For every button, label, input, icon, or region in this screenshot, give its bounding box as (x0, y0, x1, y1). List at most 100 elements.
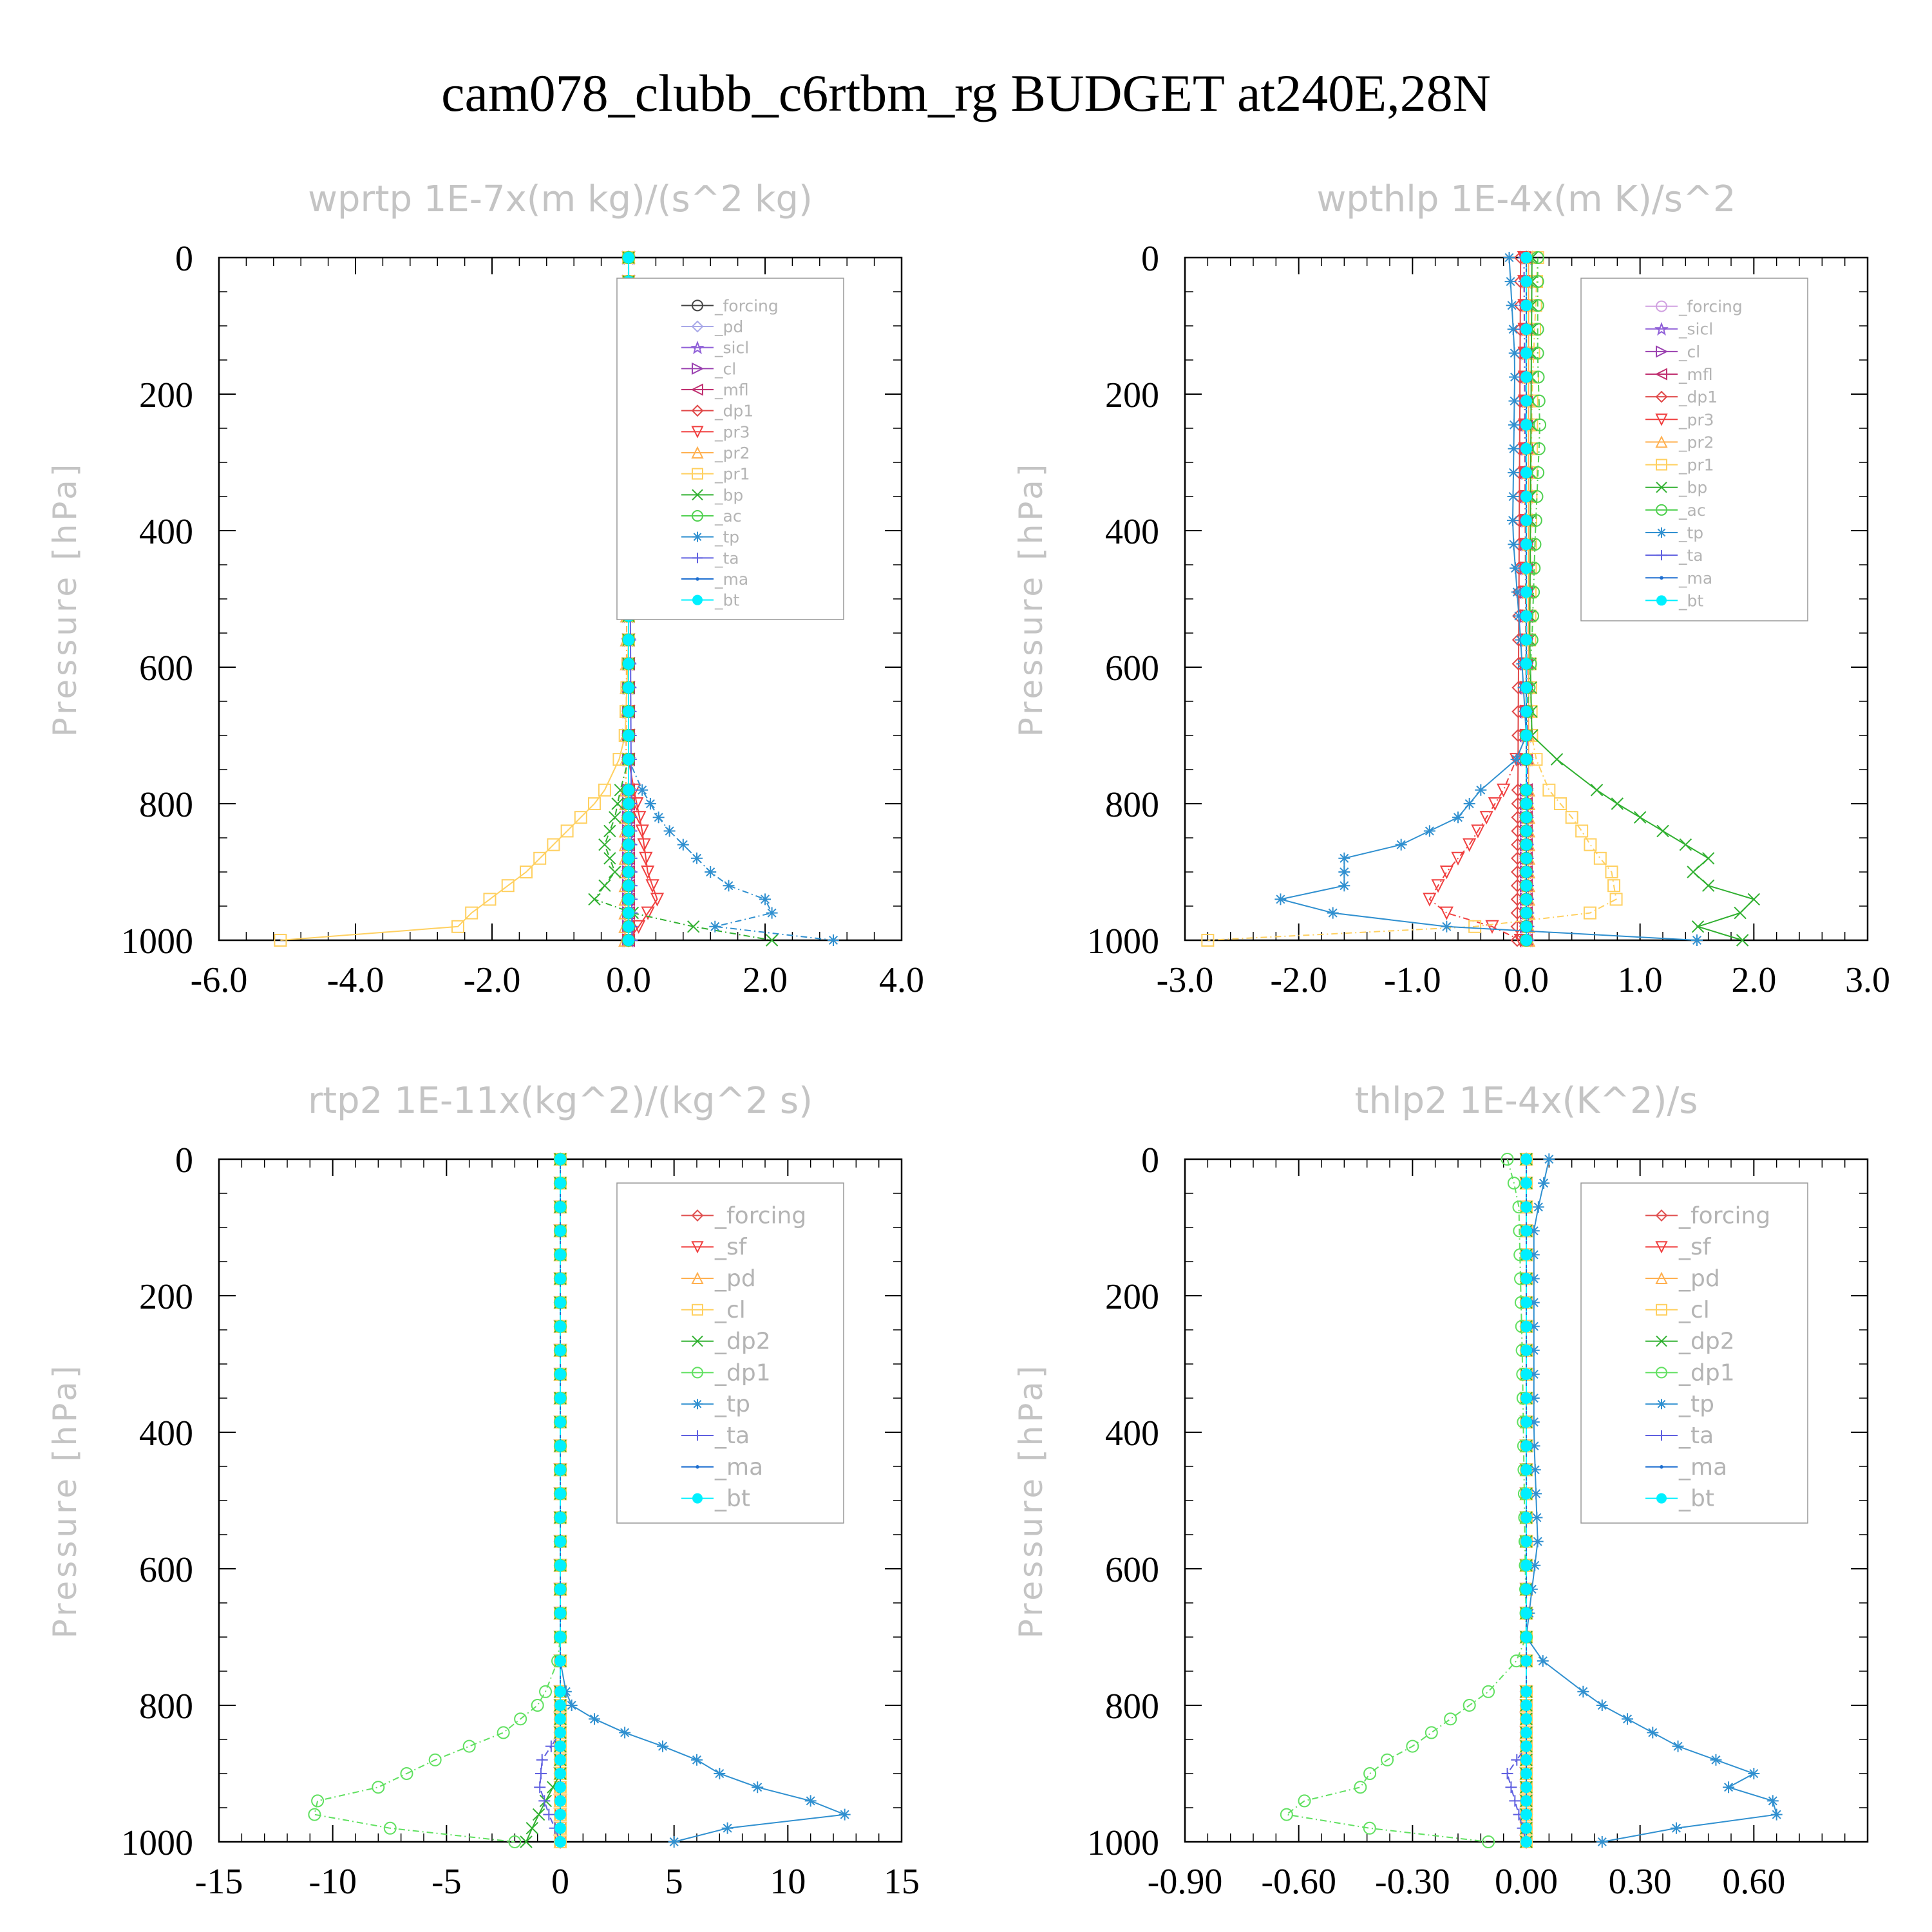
y-tick-label: 0 (1141, 239, 1159, 279)
legend-label: _sicl (1678, 320, 1713, 339)
data-point (1513, 610, 1525, 622)
data-point (1520, 1713, 1532, 1725)
legend-label: _ma (1678, 1454, 1727, 1481)
legend-marker (692, 510, 703, 522)
data-point (1520, 371, 1532, 383)
legend-item: _bt (681, 591, 739, 610)
data-point (1520, 705, 1532, 717)
series-bt (1520, 1153, 1532, 1848)
data-point (554, 1822, 566, 1834)
data-point (554, 1225, 566, 1237)
data-point (1528, 1368, 1540, 1380)
legend-label: _ac (714, 507, 742, 526)
data-point (1511, 586, 1523, 598)
legend-marker (1656, 1303, 1667, 1316)
legend-item: _pr3 (1645, 410, 1714, 429)
data-point (1508, 538, 1520, 551)
x-tick-label: -0.30 (1375, 1862, 1450, 1902)
data-point (554, 1713, 566, 1725)
data-point (644, 798, 656, 810)
data-point (520, 1835, 533, 1848)
data-point (554, 1249, 566, 1261)
legend-item: _forcing (681, 296, 779, 315)
data-point (1423, 893, 1437, 907)
legend-marker (692, 1303, 703, 1316)
panel-title: rtp2 1E-11x(kg^2)/(kg^2 s) (308, 1080, 813, 1122)
y-tick-label: 200 (1105, 375, 1159, 415)
data-point (554, 1177, 566, 1189)
data-point (598, 879, 611, 892)
y-tick-label: 200 (139, 1277, 193, 1317)
panel-title: wprtp 1E-7x(m kg)/(s^2 kg) (308, 178, 813, 220)
data-point (535, 1768, 547, 1779)
series-line (280, 258, 629, 941)
y-tick-label: 1000 (121, 1823, 193, 1863)
legend-item: _cl (1645, 1297, 1710, 1323)
legend-item: _ac (1645, 501, 1706, 520)
legend-marker (1654, 368, 1667, 381)
series-line (1529, 257, 1756, 941)
data-point (1575, 824, 1589, 838)
data-point (554, 1808, 566, 1821)
data-point (1633, 811, 1647, 824)
legend-marker (692, 468, 703, 480)
data-point (1584, 838, 1597, 851)
legend-item: _mfl (1645, 365, 1713, 384)
data-point (623, 730, 634, 741)
panels-group: wprtp 1E-7x(m kg)/(s^2 kg) Pressure [hPa]… (46, 178, 1890, 1902)
legend-item: _tp (681, 1391, 750, 1417)
legend-marker (692, 594, 703, 605)
y-tick-label: 600 (139, 649, 193, 688)
legend-item: _bt (681, 1486, 750, 1512)
legend-item: _bp (681, 486, 743, 504)
data-point (1475, 784, 1487, 796)
data-point (1701, 852, 1715, 865)
legend-item: _dp2 (681, 1329, 771, 1355)
data-point (623, 825, 634, 837)
legend-label: _forcing (1678, 1202, 1770, 1229)
series-line (1285, 1159, 1528, 1842)
data-point (1520, 1535, 1532, 1548)
data-point (804, 1795, 817, 1807)
data-point (462, 1739, 476, 1753)
data-point (652, 811, 665, 824)
x-tick-label: 0 (551, 1862, 569, 1902)
x-tick-label: -10 (308, 1862, 357, 1902)
data-point (1520, 1740, 1532, 1752)
data-point (508, 1835, 522, 1848)
legend-marker (1656, 1399, 1667, 1410)
data-point (1520, 1201, 1532, 1213)
data-point (1520, 852, 1532, 864)
legend-label: _pr2 (714, 444, 750, 462)
legend-marker (696, 1465, 699, 1469)
data-point (565, 1700, 578, 1711)
data-point (560, 824, 574, 838)
data-point (691, 852, 703, 864)
data-point (623, 753, 634, 766)
data-point (1520, 681, 1532, 694)
data-point (1503, 252, 1515, 263)
data-point (554, 1700, 566, 1711)
data-point (705, 866, 717, 878)
data-point (1479, 811, 1493, 825)
y-tick-label: 800 (1105, 1687, 1159, 1727)
panel-title: thlp2 1E-4x(K^2)/s (1355, 1080, 1698, 1122)
data-point (1509, 1795, 1521, 1807)
legend-marker (692, 1430, 703, 1441)
data-point (554, 1153, 566, 1165)
data-point (554, 1488, 566, 1500)
data-point (1482, 1685, 1495, 1698)
legend: _forcing _pd _sicl _cl _mfl _dp1_pr3 _pr2 _pr1 _… (616, 278, 844, 620)
legend-marker (1655, 390, 1668, 403)
legend-label: _bt (714, 591, 739, 610)
y-tick-label: 1000 (1087, 922, 1159, 961)
legend-item: _forcing (1645, 298, 1743, 316)
data-point (1532, 442, 1546, 455)
data-point (547, 838, 560, 851)
data-point (1338, 866, 1350, 878)
legend-item: _mfl (681, 381, 749, 399)
y-tick-label: 400 (1105, 512, 1159, 552)
legend-item: _ac (681, 507, 742, 526)
data-point (1533, 418, 1547, 431)
data-point (1672, 1740, 1684, 1752)
